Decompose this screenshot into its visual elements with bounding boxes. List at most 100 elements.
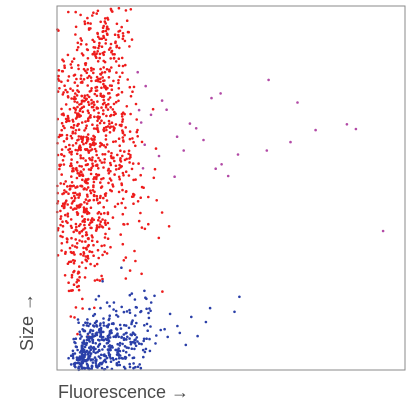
data-point <box>84 258 87 262</box>
data-point <box>102 177 105 180</box>
data-point <box>95 56 98 59</box>
data-point <box>105 68 109 71</box>
data-point <box>125 190 128 193</box>
data-point <box>93 115 96 119</box>
data-point <box>60 173 63 176</box>
data-point <box>127 149 131 153</box>
data-point <box>208 306 212 310</box>
data-point <box>111 108 115 111</box>
data-point <box>120 90 124 94</box>
data-point <box>78 103 81 106</box>
data-point <box>130 38 134 41</box>
data-point <box>98 159 102 162</box>
data-point <box>69 134 73 138</box>
data-point <box>70 136 74 140</box>
data-point <box>88 250 91 253</box>
data-point <box>87 103 91 106</box>
data-point <box>83 218 86 221</box>
data-point <box>76 213 79 216</box>
data-point <box>116 333 119 337</box>
data-point <box>116 202 120 206</box>
data-point <box>126 335 129 339</box>
data-point <box>91 38 94 42</box>
data-point <box>69 164 72 168</box>
data-point <box>79 42 83 46</box>
data-point <box>109 161 112 165</box>
data-point <box>108 317 111 320</box>
data-point <box>95 52 98 55</box>
data-point <box>89 76 93 79</box>
data-point <box>117 356 121 360</box>
data-point <box>59 182 62 185</box>
data-point <box>88 322 92 326</box>
data-point <box>74 132 77 135</box>
data-point <box>66 212 70 215</box>
data-point <box>93 306 96 310</box>
data-point <box>82 142 85 146</box>
data-point <box>190 315 193 319</box>
data-point <box>60 80 63 84</box>
data-point <box>74 129 78 132</box>
data-point <box>94 342 97 345</box>
data-point <box>83 366 87 370</box>
data-point <box>133 298 137 301</box>
data-point <box>93 334 97 338</box>
data-point <box>121 136 125 139</box>
data-point <box>69 87 72 90</box>
data-point <box>90 250 94 254</box>
data-point <box>101 335 105 339</box>
data-point <box>124 206 127 210</box>
data-point <box>84 98 88 101</box>
data-point <box>109 329 113 332</box>
data-point <box>89 206 93 209</box>
data-point <box>66 203 69 206</box>
data-point <box>188 122 192 125</box>
data-point <box>90 166 93 170</box>
data-point <box>72 123 76 127</box>
data-point <box>77 321 80 325</box>
data-point <box>88 331 92 334</box>
data-point <box>85 193 89 197</box>
data-point <box>123 367 127 370</box>
data-point <box>94 159 97 163</box>
data-point <box>84 120 87 123</box>
data-point <box>95 325 99 328</box>
data-point <box>67 289 71 293</box>
data-point <box>82 254 85 257</box>
data-point <box>78 164 81 168</box>
data-point <box>132 140 135 144</box>
data-point <box>80 261 84 264</box>
data-point <box>77 365 81 369</box>
data-point <box>98 121 102 125</box>
data-point <box>84 126 88 130</box>
data-point <box>136 135 139 138</box>
data-point <box>90 98 93 102</box>
data-point <box>89 89 93 92</box>
data-point <box>61 235 64 239</box>
data-point <box>75 176 79 180</box>
data-point <box>97 111 100 115</box>
data-point <box>92 127 96 130</box>
data-point <box>75 280 78 284</box>
data-point <box>86 218 90 221</box>
data-point <box>148 349 152 353</box>
data-point <box>104 232 107 236</box>
data-point <box>120 182 123 185</box>
data-point <box>130 321 134 324</box>
data-point <box>175 135 179 138</box>
data-point <box>89 262 92 266</box>
data-point <box>115 363 119 367</box>
data-point <box>81 53 85 57</box>
data-point <box>83 20 86 23</box>
data-point <box>86 16 89 20</box>
data-point <box>108 314 111 318</box>
data-point <box>114 60 118 63</box>
data-point <box>96 345 100 348</box>
data-point <box>80 335 83 338</box>
data-point <box>90 87 93 90</box>
data-point <box>80 363 83 367</box>
data-point <box>81 297 84 301</box>
data-point <box>70 158 73 161</box>
data-point <box>143 227 147 231</box>
data-point <box>123 355 127 359</box>
